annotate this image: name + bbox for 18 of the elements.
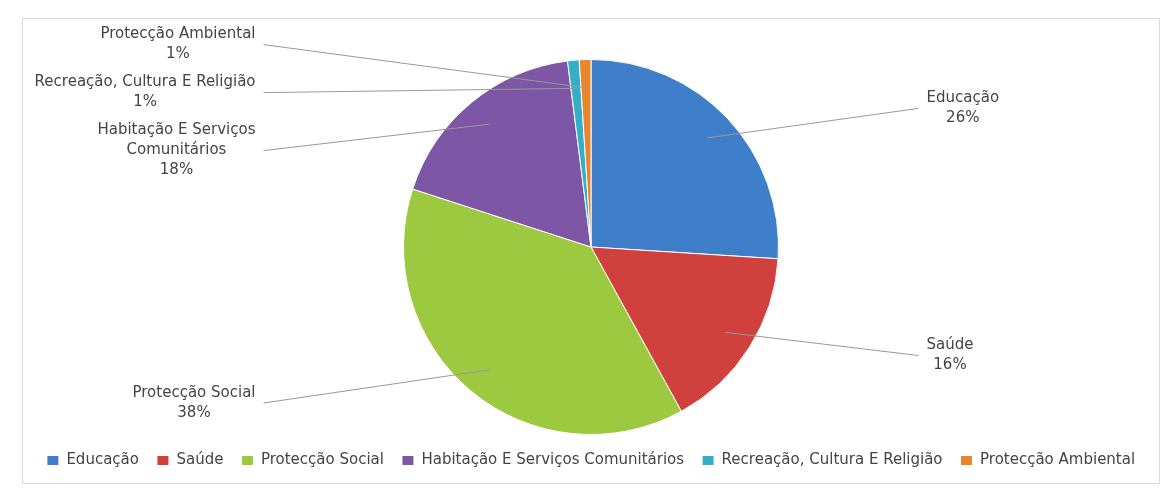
- slice-label: Protecção Ambiental: [100, 24, 256, 43]
- legend-label: Saúde: [176, 450, 224, 469]
- slice-label: Educação: [926, 88, 1000, 107]
- data-label: 16%: [933, 355, 967, 374]
- data-label: 38%: [177, 402, 211, 421]
- legend-label: Protecção Ambiental: [980, 450, 1136, 469]
- slice-label: Protecção Social: [132, 382, 256, 401]
- legend-label: Educação: [66, 450, 139, 469]
- legend-label: Recreação, Cultura E Religião: [721, 450, 943, 469]
- slice-label: Recreação, Cultura E Religião: [34, 72, 256, 91]
- legend-label: Protecção Social: [260, 450, 384, 469]
- legend-label: Habitação E Serviços Comunitários: [421, 450, 685, 469]
- slice-label: Saúde: [926, 335, 974, 354]
- data-label: 1%: [166, 44, 190, 63]
- slice-label: Habitação E Serviços Comunitários: [97, 120, 256, 159]
- data-label: 26%: [946, 108, 980, 127]
- data-label: 1%: [133, 92, 157, 111]
- data-label: 18%: [159, 160, 194, 179]
